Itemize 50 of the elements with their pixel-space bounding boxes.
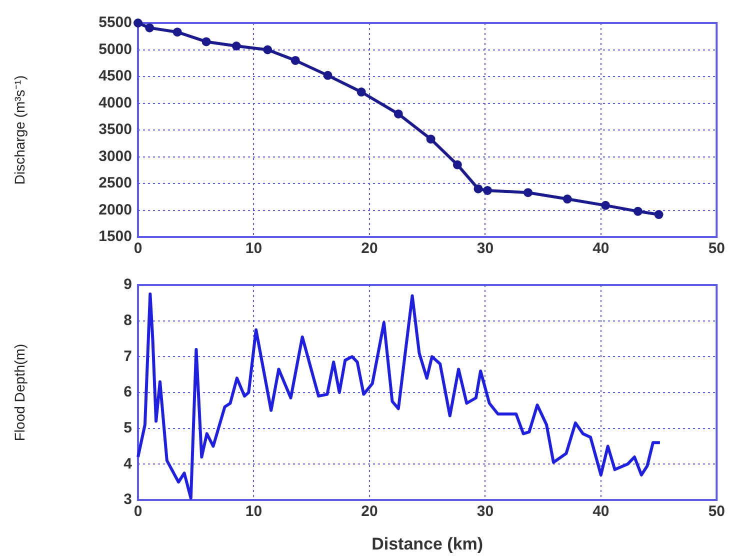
point [172, 28, 182, 37]
point [394, 109, 403, 118]
x-tick-label: 40 [592, 503, 610, 520]
point [601, 200, 610, 210]
y-tick-label: 4 [124, 455, 133, 472]
y-tick-label: 7 [124, 348, 132, 365]
x-tick-label: 10 [245, 503, 262, 520]
point [232, 42, 241, 51]
x-tick-label: 40 [592, 240, 610, 258]
point [356, 88, 366, 97]
y-tick-label: 9 [124, 276, 132, 294]
y-axis-title: Flood Depth(m) [11, 344, 28, 442]
point [524, 188, 533, 198]
point [202, 37, 211, 46]
y-tick-label: 2500 [98, 174, 132, 192]
y-tick-label: 3 [124, 491, 132, 508]
x-tick-label: 30 [476, 240, 494, 258]
y-tick-label: 3500 [98, 121, 132, 138]
x-tick-label: 50 [708, 240, 725, 258]
point [134, 18, 142, 28]
y-tick-label: 3000 [98, 148, 132, 165]
y-axis-title: Discharge (m³s⁻¹) [11, 75, 28, 185]
point [323, 70, 332, 80]
y-tick-label: 6 [124, 384, 132, 401]
y-tick-label: 5 [124, 419, 132, 436]
x-axis-title: Distance (km) [372, 534, 484, 554]
x-tick-label: 50 [708, 503, 725, 520]
x-tick-label: 0 [134, 240, 142, 258]
x-tick-label: 30 [476, 503, 494, 520]
point [290, 56, 300, 65]
y-tick-label: 5000 [98, 40, 132, 58]
point [654, 210, 664, 220]
point [483, 186, 492, 195]
point [145, 23, 154, 32]
point [633, 206, 642, 216]
x-tick-label: 20 [361, 503, 378, 520]
y-tick-label: 4000 [98, 94, 132, 112]
y-tick-label: 1500 [98, 228, 132, 246]
point [562, 194, 572, 204]
x-tick-label: 10 [245, 240, 262, 258]
x-tick-label: 0 [134, 503, 142, 520]
point [263, 45, 272, 54]
y-tick-label: 2000 [98, 201, 132, 218]
point [474, 184, 483, 194]
point [426, 134, 436, 144]
x-tick-label: 20 [361, 240, 378, 258]
y-tick-label: 8 [124, 312, 132, 329]
y-tick-label: 4500 [98, 68, 132, 85]
y-tick-label: 5500 [98, 14, 132, 32]
point [452, 160, 462, 170]
